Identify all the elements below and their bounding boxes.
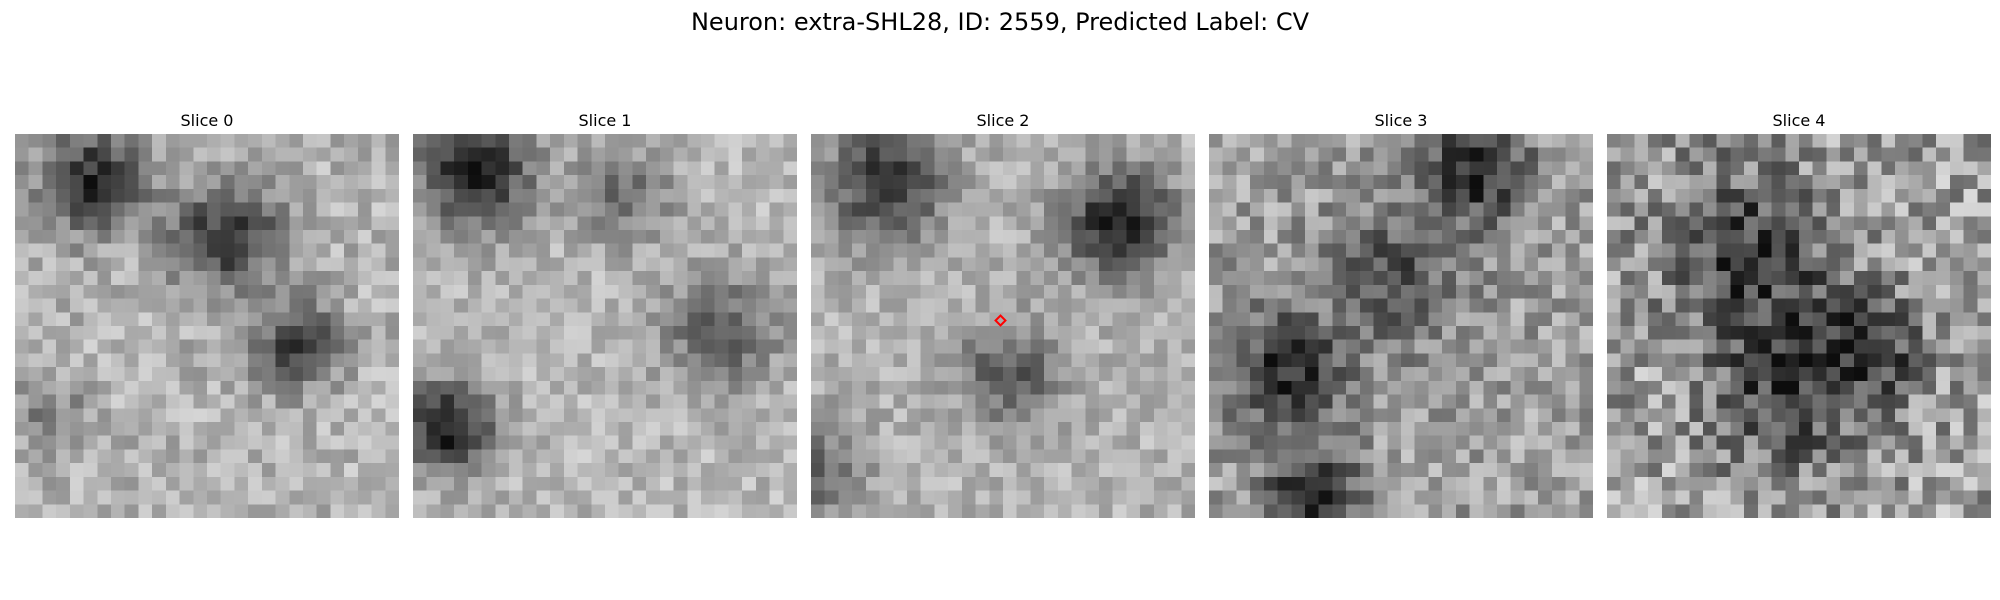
- slice-panel-3: Slice 3: [1209, 108, 1593, 518]
- slice-panel-4: Slice 4: [1607, 108, 1991, 518]
- slice-panel-1: Slice 1: [413, 108, 797, 518]
- slice-image: [811, 134, 1195, 518]
- slice-panel-2: Slice 2: [811, 108, 1195, 518]
- slice-title: Slice 3: [1374, 111, 1428, 130]
- slice-title: Slice 4: [1772, 111, 1826, 130]
- slice-title: Slice 1: [578, 111, 632, 130]
- figure-title: Neuron: extra-SHL28, ID: 2559, Predicted…: [690, 8, 1310, 36]
- slice-title: Slice 2: [976, 111, 1030, 130]
- slice-panel-0: Slice 0: [15, 108, 399, 518]
- slice-image: [1209, 134, 1593, 518]
- slice-image: [15, 134, 399, 518]
- slice-title: Slice 0: [180, 111, 234, 130]
- slice-image: [413, 134, 797, 518]
- slice-image: [1607, 134, 1991, 518]
